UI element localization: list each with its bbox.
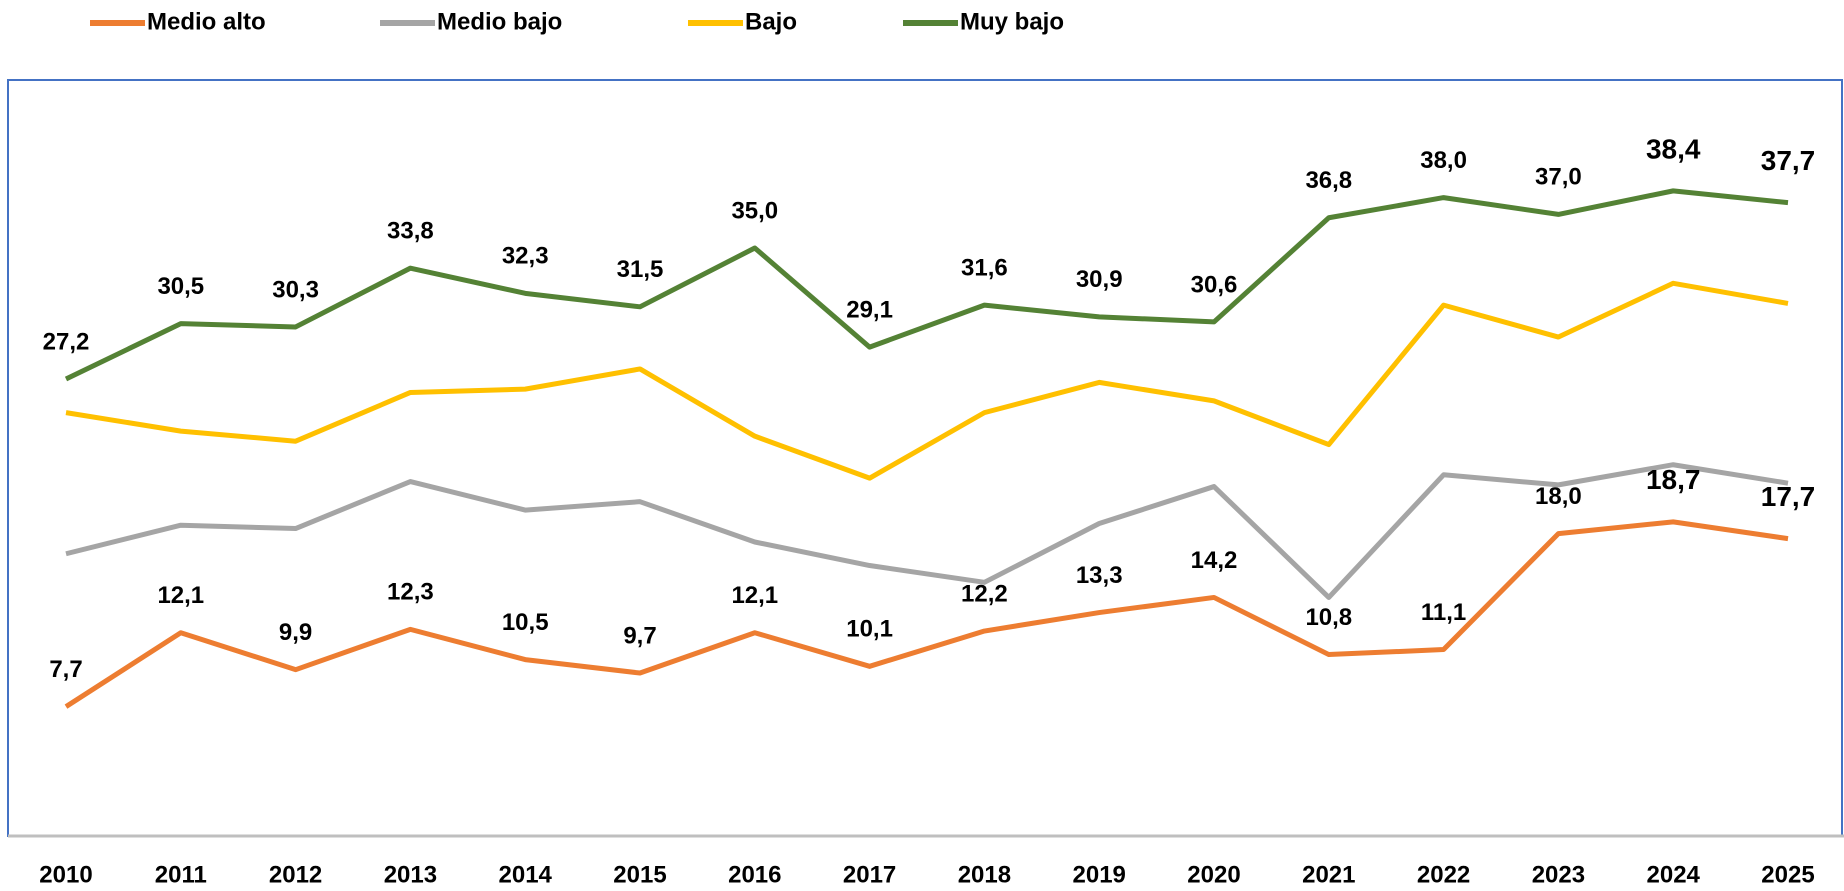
x-tick-label: 2018 <box>958 861 1011 888</box>
data-label: 33,8 <box>387 218 434 245</box>
data-label: 30,3 <box>272 276 319 303</box>
x-tick-label: 2016 <box>728 861 781 888</box>
data-label: 18,7 <box>1646 464 1701 495</box>
data-label: 30,5 <box>157 273 204 300</box>
x-tick-label: 2014 <box>499 861 553 888</box>
data-label: 36,8 <box>1305 167 1352 194</box>
legend-label: Bajo <box>745 8 797 35</box>
x-tick-label: 2012 <box>269 861 322 888</box>
x-tick-label: 2024 <box>1647 861 1701 888</box>
x-tick-label: 2025 <box>1761 861 1814 888</box>
x-tick-label: 2013 <box>384 861 437 888</box>
x-tick-label: 2010 <box>39 861 92 888</box>
data-label: 18,0 <box>1535 483 1582 510</box>
data-label: 31,6 <box>961 254 1008 281</box>
data-label: 35,0 <box>731 197 778 224</box>
data-label: 30,6 <box>1191 271 1238 298</box>
series-line <box>64 188 1789 382</box>
legend-label: Medio alto <box>147 8 266 35</box>
data-label: 27,2 <box>43 328 90 355</box>
legend-label: Muy bajo <box>960 8 1064 35</box>
x-tick-label: 2011 <box>155 861 207 888</box>
data-label: 10,5 <box>502 609 549 636</box>
data-label: 9,7 <box>623 622 656 649</box>
data-label: 10,8 <box>1305 604 1352 631</box>
x-tick-label: 2019 <box>1073 861 1126 888</box>
series-line <box>64 519 1789 709</box>
x-tick-label: 2021 <box>1302 861 1355 888</box>
data-label: 7,7 <box>49 656 82 683</box>
data-label: 12,3 <box>387 579 434 606</box>
data-label: 37,0 <box>1535 164 1582 191</box>
data-label: 13,3 <box>1076 562 1123 589</box>
data-label: 14,2 <box>1191 547 1238 574</box>
data-label: 38,0 <box>1420 147 1467 174</box>
x-tick-label: 2017 <box>843 861 896 888</box>
data-label: 12,2 <box>961 580 1008 607</box>
x-tick-label: 2023 <box>1532 861 1585 888</box>
data-label: 30,9 <box>1076 266 1123 293</box>
x-tick-label: 2015 <box>613 861 666 888</box>
data-label: 17,7 <box>1761 481 1816 512</box>
data-label: 37,7 <box>1761 145 1816 176</box>
data-label: 9,9 <box>279 619 312 646</box>
data-label: 29,1 <box>846 296 893 323</box>
data-label: 31,5 <box>617 256 664 283</box>
data-label: 10,1 <box>846 616 893 643</box>
series-line <box>65 462 1789 600</box>
data-label: 12,1 <box>157 582 204 609</box>
x-tick-label: 2022 <box>1417 861 1470 888</box>
data-label: 38,4 <box>1646 133 1701 164</box>
legend-label: Medio bajo <box>437 8 562 35</box>
data-label: 12,1 <box>731 582 778 609</box>
data-label: 11,1 <box>1421 599 1466 626</box>
data-label: 32,3 <box>502 243 549 270</box>
series-line <box>65 280 1789 481</box>
x-tick-label: 2020 <box>1187 861 1240 888</box>
plot-frame <box>7 79 1843 837</box>
